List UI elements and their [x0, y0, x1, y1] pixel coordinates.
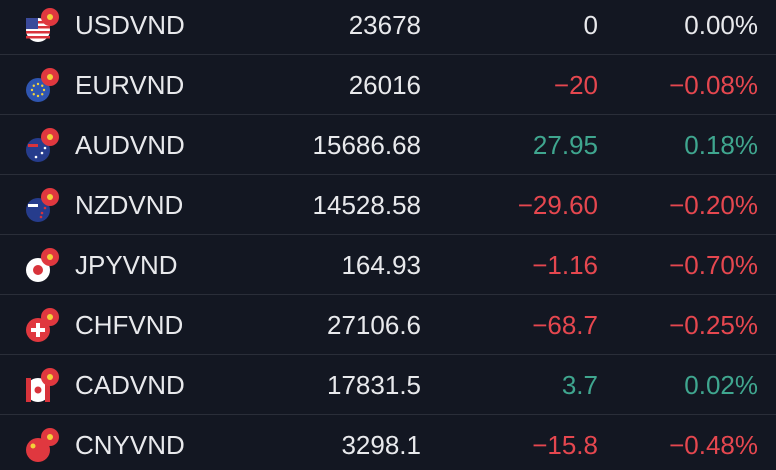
- flag-star: [43, 146, 47, 150]
- flag-star: [40, 211, 44, 215]
- quote-row: EURVND 26016 −20 −0.08%: [0, 55, 776, 115]
- flag-star: [30, 88, 34, 92]
- change-percent: 0.00%: [684, 10, 758, 40]
- quote-row: CADVND 17831.5 3.7 0.02%: [0, 355, 776, 415]
- flag-leaf: [34, 386, 42, 394]
- flag-star: [32, 93, 35, 96]
- price: 27106.6: [327, 310, 421, 340]
- flag-star: [40, 151, 44, 155]
- symbol: CNYVND: [75, 430, 185, 460]
- price: 3298.1: [341, 430, 421, 460]
- change-percent: 0.02%: [684, 370, 758, 400]
- quote-flag-star: [47, 74, 53, 80]
- symbol: JPYVND: [75, 250, 178, 280]
- price: 23678: [348, 10, 421, 40]
- quote-flag-star: [47, 314, 53, 320]
- flag-cross: [31, 328, 45, 332]
- symbol: AUDVND: [75, 130, 185, 160]
- quote-row: JPYVND 164.93 −1.16 −0.70%: [0, 235, 776, 295]
- flag-bar: [45, 378, 50, 402]
- price: 26016: [348, 70, 421, 100]
- flag-star: [34, 155, 38, 159]
- flag-star: [42, 88, 46, 92]
- change: −29.60: [517, 190, 598, 220]
- quote-flag-star: [47, 134, 53, 140]
- change-percent: −0.08%: [669, 70, 758, 100]
- flag-icon: [26, 248, 59, 282]
- flag-stripe: [26, 36, 50, 39]
- quote-row: AUDVND 15686.68 27.95 0.18%: [0, 115, 776, 175]
- flag-jack: [28, 204, 38, 207]
- flag-icon: [26, 368, 59, 402]
- price: 15686.68: [312, 130, 421, 160]
- flag-canton: [26, 18, 38, 29]
- price: 17831.5: [327, 370, 421, 400]
- flag-icon: [26, 68, 59, 102]
- quote-flag-star: [47, 254, 53, 260]
- flag-star: [39, 215, 43, 219]
- price: 164.93: [341, 250, 421, 280]
- quote-row: CHFVND 27106.6 −68.7 −0.25%: [0, 295, 776, 355]
- change-percent: −0.70%: [669, 250, 758, 280]
- flag-star: [41, 84, 44, 87]
- change: −15.8: [532, 430, 598, 460]
- quote-flag-star: [47, 194, 53, 200]
- symbol: USDVND: [75, 10, 185, 40]
- symbol: NZDVND: [75, 190, 184, 220]
- flag-sun: [33, 265, 43, 275]
- price: 14528.58: [312, 190, 421, 220]
- flag-star: [30, 443, 36, 449]
- change-percent: −0.48%: [669, 430, 758, 460]
- quote-flag-star: [47, 434, 53, 440]
- change: −1.16: [532, 250, 598, 280]
- quote-flag-star: [47, 374, 53, 380]
- flag-icon: [26, 128, 59, 162]
- change: −20: [553, 70, 598, 100]
- symbol: EURVND: [75, 70, 185, 100]
- flag-star: [32, 84, 35, 87]
- flag-icon: [26, 428, 59, 462]
- flag-icon: [26, 308, 59, 342]
- change-percent: −0.25%: [669, 310, 758, 340]
- change: 0: [583, 10, 598, 40]
- flag-star: [41, 93, 44, 96]
- flag-star: [43, 206, 47, 210]
- flag-jack: [28, 144, 38, 147]
- change: −68.7: [532, 310, 598, 340]
- flag-icon: [26, 8, 59, 42]
- flag-stripe: [26, 31, 50, 34]
- change: 3.7: [561, 370, 598, 400]
- change-percent: 0.18%: [684, 130, 758, 160]
- symbol: CADVND: [75, 370, 185, 400]
- quote-row: NZDVND 14528.58 −29.60 −0.20%: [0, 175, 776, 235]
- quote-row: USDVND 23678 0 0.00%: [0, 0, 776, 55]
- flag-icon: [26, 188, 59, 222]
- quote-row: CNYVND 3298.1 −15.8 −0.48%: [0, 415, 776, 470]
- change: 27.95: [532, 130, 598, 160]
- change-percent: −0.20%: [669, 190, 758, 220]
- flag-star: [36, 82, 40, 86]
- flag-star: [36, 94, 40, 98]
- flag-base: [26, 78, 50, 102]
- symbol: CHFVND: [75, 310, 184, 340]
- quote-flag-star: [47, 14, 53, 20]
- flag-bar: [26, 378, 31, 402]
